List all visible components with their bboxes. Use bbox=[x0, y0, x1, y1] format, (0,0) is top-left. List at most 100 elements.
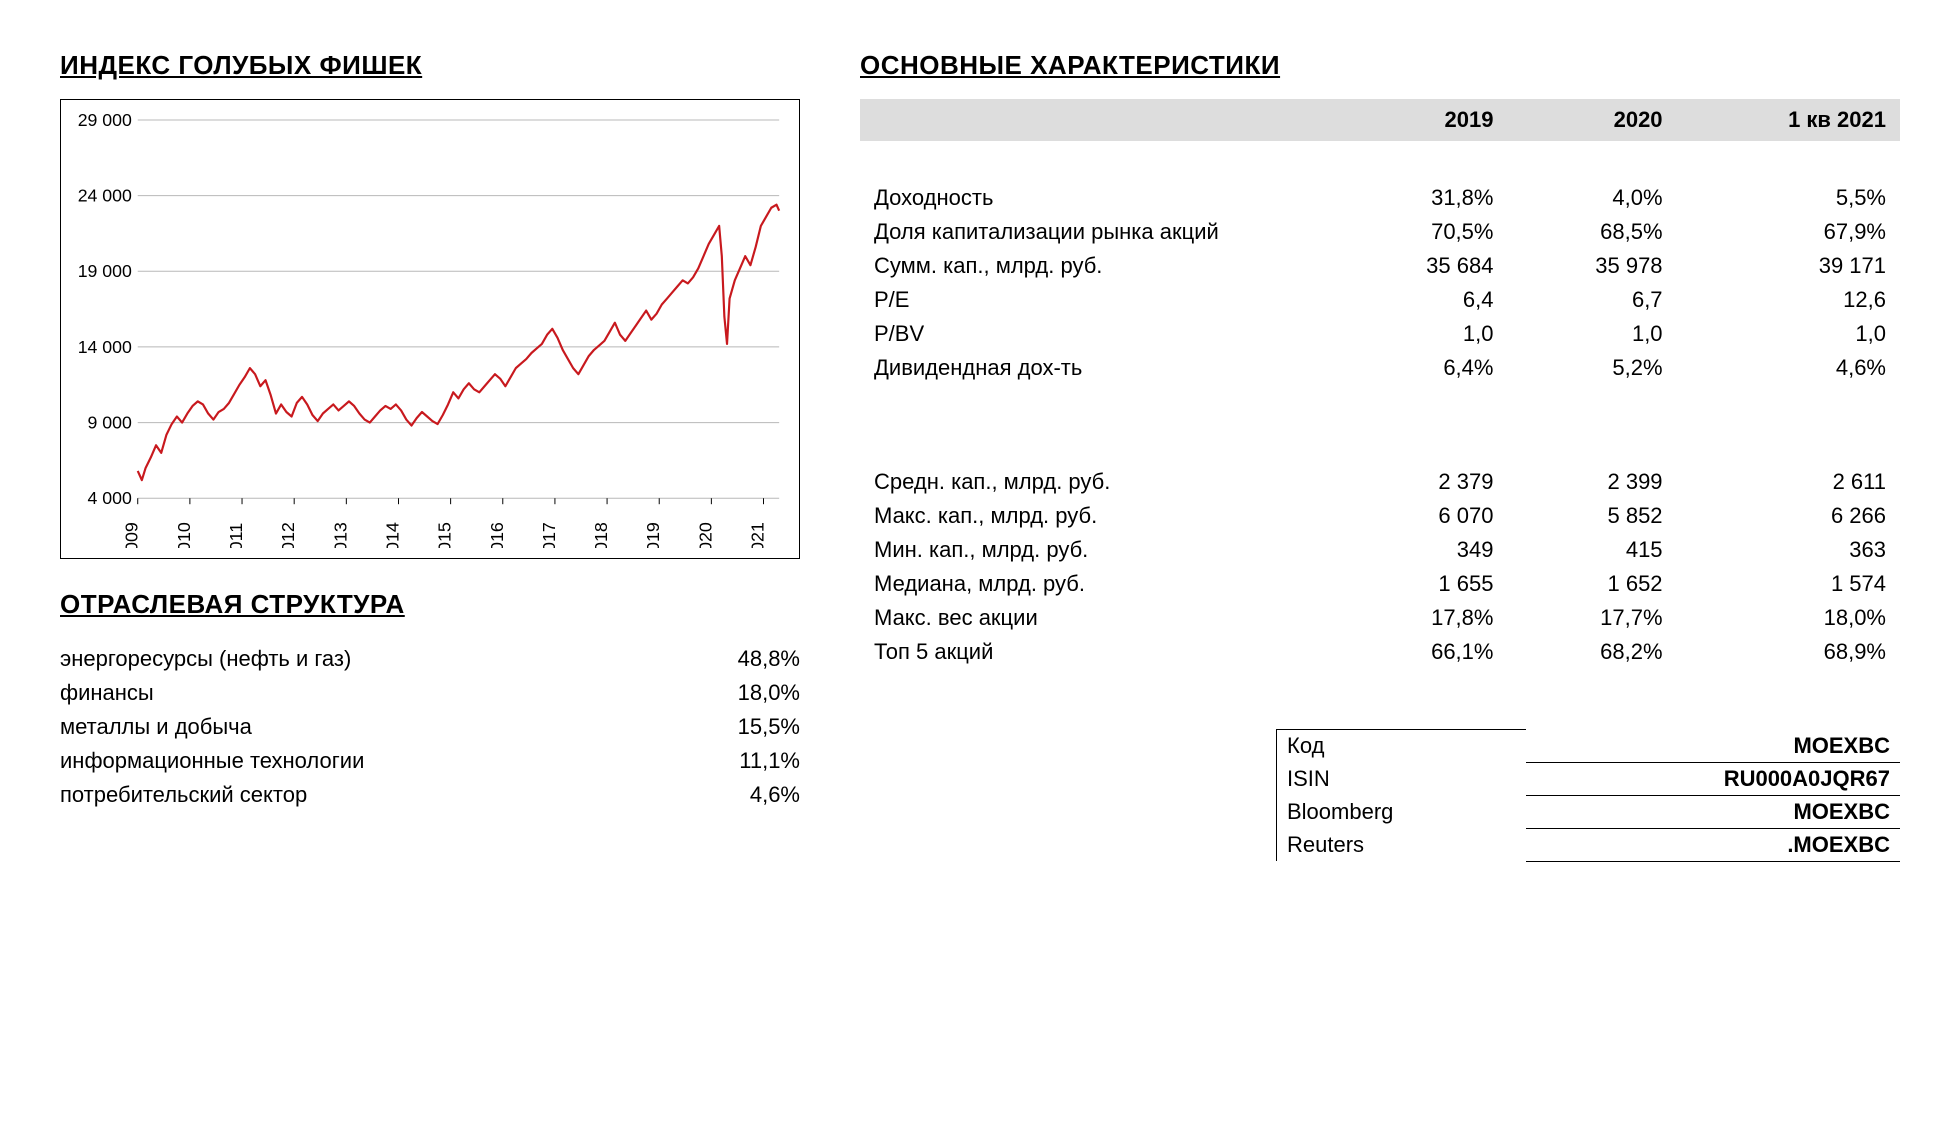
sector-row: металлы и добыча15,5% bbox=[60, 710, 800, 744]
svg-text:9 000: 9 000 bbox=[88, 412, 132, 432]
sector-label: металлы и добыча bbox=[60, 710, 252, 744]
svg-text:2010: 2010 bbox=[174, 522, 194, 548]
char-value: 35 684 bbox=[1338, 249, 1507, 283]
characteristics-title: ОСНОВНЫЕ ХАРАКТЕРИСТИКИ bbox=[860, 50, 1900, 81]
characteristics-table: 201920201 кв 2021 Доходность31,8%4,0%5,5%… bbox=[860, 99, 1900, 669]
char-label: Доля капитализации рынка акций bbox=[860, 215, 1338, 249]
char-value: 67,9% bbox=[1677, 215, 1900, 249]
char-label: P/E bbox=[860, 283, 1338, 317]
char-value: 35 978 bbox=[1507, 249, 1676, 283]
sector-value: 18,0% bbox=[738, 676, 800, 710]
char-value: 6,4 bbox=[1338, 283, 1507, 317]
char-value: 6,7 bbox=[1507, 283, 1676, 317]
char-value: 6,4% bbox=[1338, 351, 1507, 385]
char-value: 5,2% bbox=[1507, 351, 1676, 385]
char-value: 2 611 bbox=[1677, 465, 1900, 499]
sector-label: информационные технологии bbox=[60, 744, 364, 778]
char-value: 2 399 bbox=[1507, 465, 1676, 499]
codes-table: КодMOEXBCISINRU000A0JQR67BloombergMOEXBC… bbox=[1276, 729, 1900, 862]
char-value: 2 379 bbox=[1338, 465, 1507, 499]
char-value: 17,7% bbox=[1507, 601, 1676, 635]
char-header bbox=[860, 99, 1338, 141]
char-value: 5 852 bbox=[1507, 499, 1676, 533]
sector-value: 48,8% bbox=[738, 642, 800, 676]
char-value: 4,0% bbox=[1507, 181, 1676, 215]
sector-row: энергоресурсы (нефть и газ) 48,8% bbox=[60, 642, 800, 676]
char-value: 1 652 bbox=[1507, 567, 1676, 601]
code-value: .MOEXBC bbox=[1526, 828, 1900, 861]
char-value: 1 574 bbox=[1677, 567, 1900, 601]
sector-label: потребительский сектор bbox=[60, 778, 307, 812]
char-label: Макс. кап., млрд. руб. bbox=[860, 499, 1338, 533]
char-value: 1 655 bbox=[1338, 567, 1507, 601]
svg-text:2015: 2015 bbox=[435, 522, 455, 548]
svg-text:2014: 2014 bbox=[383, 522, 403, 548]
char-value: 66,1% bbox=[1338, 635, 1507, 669]
char-header: 2020 bbox=[1507, 99, 1676, 141]
char-header: 2019 bbox=[1338, 99, 1507, 141]
table-row: Сумм. кап., млрд. руб.35 68435 97839 171 bbox=[860, 249, 1900, 283]
code-label: Bloomberg bbox=[1277, 795, 1526, 828]
sector-label: финансы bbox=[60, 676, 154, 710]
sector-value: 4,6% bbox=[750, 778, 800, 812]
code-label: ISIN bbox=[1277, 762, 1526, 795]
svg-text:2012: 2012 bbox=[278, 522, 298, 548]
char-value: 68,5% bbox=[1507, 215, 1676, 249]
sector-row: потребительский сектор 4,6% bbox=[60, 778, 800, 812]
table-row: Доходность31,8%4,0%5,5% bbox=[860, 181, 1900, 215]
char-value: 5,5% bbox=[1677, 181, 1900, 215]
char-label: Доходность bbox=[860, 181, 1338, 215]
svg-text:2019: 2019 bbox=[643, 522, 663, 548]
char-value: 68,9% bbox=[1677, 635, 1900, 669]
svg-text:2011: 2011 bbox=[226, 523, 246, 548]
svg-text:2021: 2021 bbox=[748, 522, 768, 548]
char-value: 1,0 bbox=[1338, 317, 1507, 351]
code-value: MOEXBC bbox=[1526, 795, 1900, 828]
table-row: Доля капитализации рынка акций70,5%68,5%… bbox=[860, 215, 1900, 249]
svg-text:2017: 2017 bbox=[539, 522, 559, 548]
table-row: P/E6,46,712,6 bbox=[860, 283, 1900, 317]
char-value: 1,0 bbox=[1507, 317, 1676, 351]
char-value: 70,5% bbox=[1338, 215, 1507, 249]
svg-text:2013: 2013 bbox=[330, 522, 350, 548]
sector-row: информационные технологии 11,1% bbox=[60, 744, 800, 778]
char-label: Сумм. кап., млрд. руб. bbox=[860, 249, 1338, 283]
char-label: Дивидендная дох-ть bbox=[860, 351, 1338, 385]
sector-table: энергоресурсы (нефть и газ) 48,8% финансы 1… bbox=[60, 642, 800, 812]
table-row: Макс. вес акции17,8%17,7%18,0% bbox=[860, 601, 1900, 635]
table-row: Дивидендная дох-ть6,4%5,2%4,6% bbox=[860, 351, 1900, 385]
char-header: 1 кв 2021 bbox=[1677, 99, 1900, 141]
code-label: Reuters bbox=[1277, 828, 1526, 861]
sector-row: финансы 18,0% bbox=[60, 676, 800, 710]
table-row: P/BV1,01,01,0 bbox=[860, 317, 1900, 351]
code-value: MOEXBC bbox=[1526, 730, 1900, 763]
char-value: 31,8% bbox=[1338, 181, 1507, 215]
table-row: КодMOEXBC bbox=[1277, 730, 1901, 763]
sector-value: 11,1% bbox=[739, 744, 800, 778]
chart-title: ИНДЕКС ГОЛУБЫХ ФИШЕК bbox=[60, 50, 800, 81]
sector-title: ОТРАСЛЕВАЯ СТРУКТУРА bbox=[60, 589, 800, 620]
table-row: BloombergMOEXBC bbox=[1277, 795, 1901, 828]
table-row: ISINRU000A0JQR67 bbox=[1277, 762, 1901, 795]
svg-text:2020: 2020 bbox=[695, 522, 715, 548]
table-row: Мин. кап., млрд. руб.349415363 bbox=[860, 533, 1900, 567]
table-row: Медиана, млрд. руб.1 6551 6521 574 bbox=[860, 567, 1900, 601]
char-label: Мин. кап., млрд. руб. bbox=[860, 533, 1338, 567]
char-value: 1,0 bbox=[1677, 317, 1900, 351]
char-value: 68,2% bbox=[1507, 635, 1676, 669]
sector-label: энергоресурсы (нефть и газ) bbox=[60, 642, 351, 676]
code-label: Код bbox=[1277, 730, 1526, 763]
svg-text:2016: 2016 bbox=[487, 522, 507, 548]
char-value: 12,6 bbox=[1677, 283, 1900, 317]
svg-text:24 000: 24 000 bbox=[78, 185, 132, 205]
char-value: 363 bbox=[1677, 533, 1900, 567]
svg-text:2018: 2018 bbox=[591, 522, 611, 548]
char-label: Топ 5 акций bbox=[860, 635, 1338, 669]
svg-text:14 000: 14 000 bbox=[78, 337, 132, 357]
svg-text:2009: 2009 bbox=[122, 522, 142, 548]
svg-text:19 000: 19 000 bbox=[78, 261, 132, 281]
char-value: 17,8% bbox=[1338, 601, 1507, 635]
svg-text:29 000: 29 000 bbox=[78, 110, 132, 130]
table-row: Средн. кап., млрд. руб.2 3792 3992 611 bbox=[860, 465, 1900, 499]
char-value: 18,0% bbox=[1677, 601, 1900, 635]
